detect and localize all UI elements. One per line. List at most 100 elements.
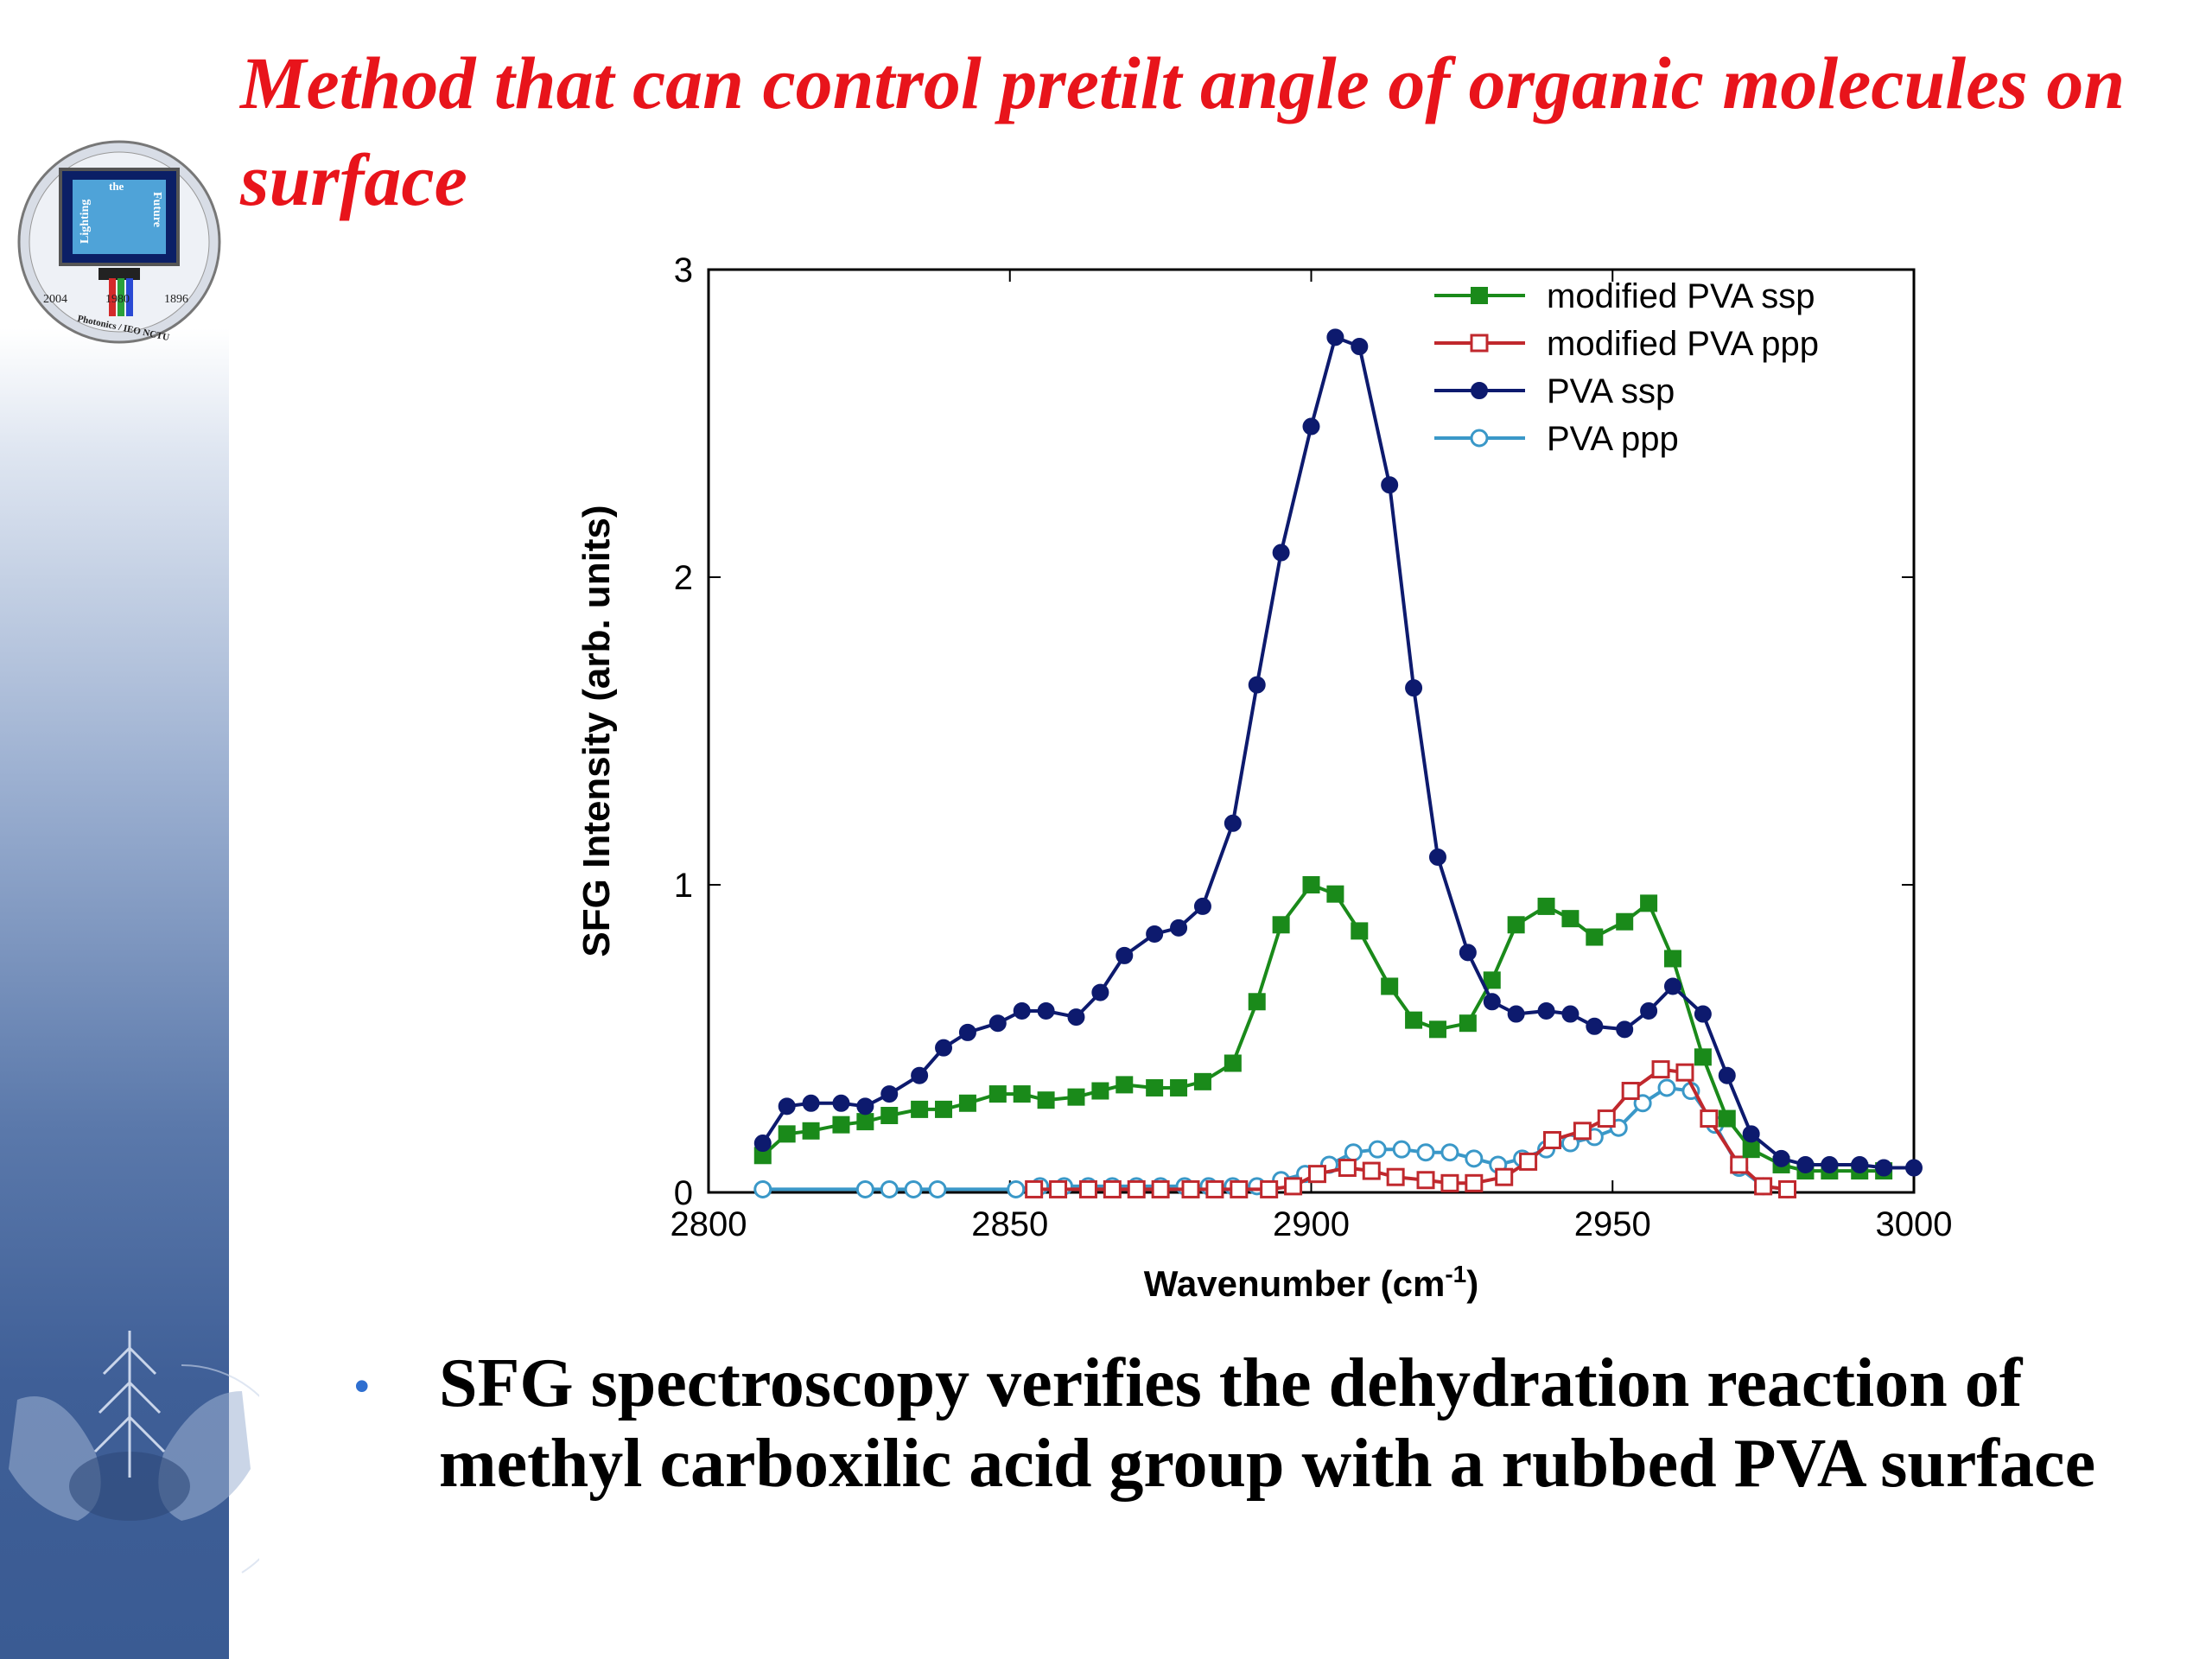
data-point bbox=[1272, 916, 1290, 934]
data-point bbox=[1284, 1177, 1303, 1196]
data-point bbox=[778, 1097, 796, 1116]
data-point bbox=[1586, 928, 1604, 946]
data-point bbox=[1507, 1005, 1525, 1023]
x-tick-label: 2850 bbox=[971, 1205, 1048, 1243]
hands-seedling-icon bbox=[9, 1331, 259, 1573]
data-point bbox=[1127, 1179, 1146, 1198]
logo-year-3: 1896 bbox=[164, 293, 188, 306]
data-point bbox=[753, 1135, 772, 1153]
data-point bbox=[753, 1179, 772, 1198]
data-point bbox=[802, 1094, 820, 1112]
data-point bbox=[1657, 1078, 1676, 1097]
data-point bbox=[1037, 1001, 1055, 1020]
legend-label: PVA ssp bbox=[1547, 372, 1675, 410]
x-tick-label: 2800 bbox=[671, 1205, 747, 1243]
data-point bbox=[1459, 1014, 1477, 1033]
data-point bbox=[1146, 925, 1164, 943]
data-point bbox=[1471, 287, 1488, 304]
data-point bbox=[958, 1094, 976, 1112]
data-point bbox=[1230, 1179, 1249, 1198]
data-point bbox=[1224, 814, 1242, 832]
data-point bbox=[1116, 946, 1134, 964]
data-point bbox=[1416, 1143, 1435, 1162]
data-point bbox=[1193, 1072, 1211, 1090]
data-point bbox=[1875, 1159, 1893, 1177]
data-point bbox=[1362, 1161, 1381, 1180]
data-point bbox=[1640, 894, 1658, 912]
y-tick-label: 3 bbox=[674, 251, 693, 289]
data-point bbox=[1181, 1179, 1200, 1198]
data-point bbox=[856, 1097, 874, 1116]
data-point bbox=[1651, 1060, 1670, 1079]
data-point bbox=[1470, 334, 1489, 353]
legend-label: modified PVA ppp bbox=[1547, 325, 1819, 363]
data-point bbox=[1116, 1076, 1134, 1094]
data-point bbox=[1778, 1179, 1797, 1198]
data-point bbox=[1146, 1078, 1164, 1096]
data-point bbox=[1718, 1066, 1736, 1084]
data-point bbox=[1561, 1005, 1580, 1023]
x-axis-label: Wavenumber (cm-1) bbox=[1144, 1261, 1478, 1304]
data-point bbox=[1344, 1143, 1363, 1162]
plot-area bbox=[707, 268, 1916, 1194]
logo-year-2: 1980 bbox=[105, 293, 130, 306]
data-point bbox=[1621, 1082, 1640, 1101]
data-point bbox=[928, 1179, 947, 1198]
data-point bbox=[1537, 1001, 1555, 1020]
data-point bbox=[958, 1023, 976, 1041]
y-tick-label: 2 bbox=[674, 559, 693, 597]
data-point bbox=[911, 1100, 929, 1118]
data-point bbox=[1091, 983, 1109, 1001]
data-point bbox=[1007, 1179, 1026, 1198]
data-point bbox=[1013, 1085, 1031, 1103]
data-point bbox=[1428, 1020, 1446, 1039]
data-point bbox=[802, 1122, 820, 1140]
data-point bbox=[1338, 1159, 1357, 1178]
legend-label: modified PVA ssp bbox=[1547, 277, 1815, 315]
data-point bbox=[1392, 1140, 1411, 1159]
data-point bbox=[1405, 1011, 1423, 1029]
lighting-the-future-logo-icon: Lighting the Future 2004 1980 1896 Photo… bbox=[17, 140, 221, 344]
data-point bbox=[1170, 918, 1188, 937]
data-point bbox=[1224, 1054, 1242, 1072]
data-point bbox=[832, 1116, 850, 1134]
data-point bbox=[1700, 1109, 1719, 1128]
data-point bbox=[1586, 1017, 1604, 1035]
bullet-dot-icon: • bbox=[354, 1362, 370, 1410]
data-point bbox=[1742, 1141, 1760, 1159]
data-point bbox=[1368, 1140, 1387, 1159]
sfg-chart: 2800 2850 2900 2950 3000 0 1 2 3 Wavenumber (cm-1… bbox=[575, 251, 1953, 1304]
data-point bbox=[880, 1107, 899, 1124]
data-point bbox=[1616, 1020, 1634, 1039]
data-point bbox=[1067, 1008, 1085, 1027]
data-point bbox=[1730, 1155, 1749, 1174]
data-point bbox=[1640, 1001, 1658, 1020]
logo-word-1: Lighting bbox=[79, 200, 92, 244]
data-point bbox=[1260, 1179, 1279, 1198]
data-point bbox=[1470, 429, 1489, 448]
data-point bbox=[1205, 1179, 1224, 1198]
x-tick-label: 2900 bbox=[1273, 1205, 1350, 1243]
y-tick-label: 1 bbox=[674, 867, 693, 905]
data-point bbox=[1440, 1173, 1459, 1192]
y-axis-label: SFG Intensity (arb. units) bbox=[575, 505, 618, 957]
data-point bbox=[1049, 1179, 1068, 1198]
data-point bbox=[935, 1100, 953, 1118]
data-point bbox=[880, 1179, 899, 1198]
logo-word-3: Future bbox=[150, 192, 163, 227]
slide-title: Method that can control pretilt angle of… bbox=[240, 41, 2126, 221]
data-point bbox=[1465, 1173, 1484, 1192]
x-tick-label: 3000 bbox=[1876, 1205, 1953, 1243]
data-point bbox=[1597, 1109, 1616, 1128]
data-point bbox=[1405, 679, 1423, 697]
logo-word-2: the bbox=[109, 180, 124, 193]
data-point bbox=[855, 1179, 874, 1198]
data-point bbox=[1248, 993, 1266, 1011]
data-point bbox=[1796, 1155, 1815, 1173]
data-point bbox=[1386, 1167, 1405, 1186]
data-point bbox=[1103, 1179, 1122, 1198]
data-point bbox=[1326, 885, 1344, 903]
data-point bbox=[1519, 1152, 1538, 1171]
data-point bbox=[1170, 1078, 1188, 1096]
data-point bbox=[1037, 1091, 1055, 1109]
